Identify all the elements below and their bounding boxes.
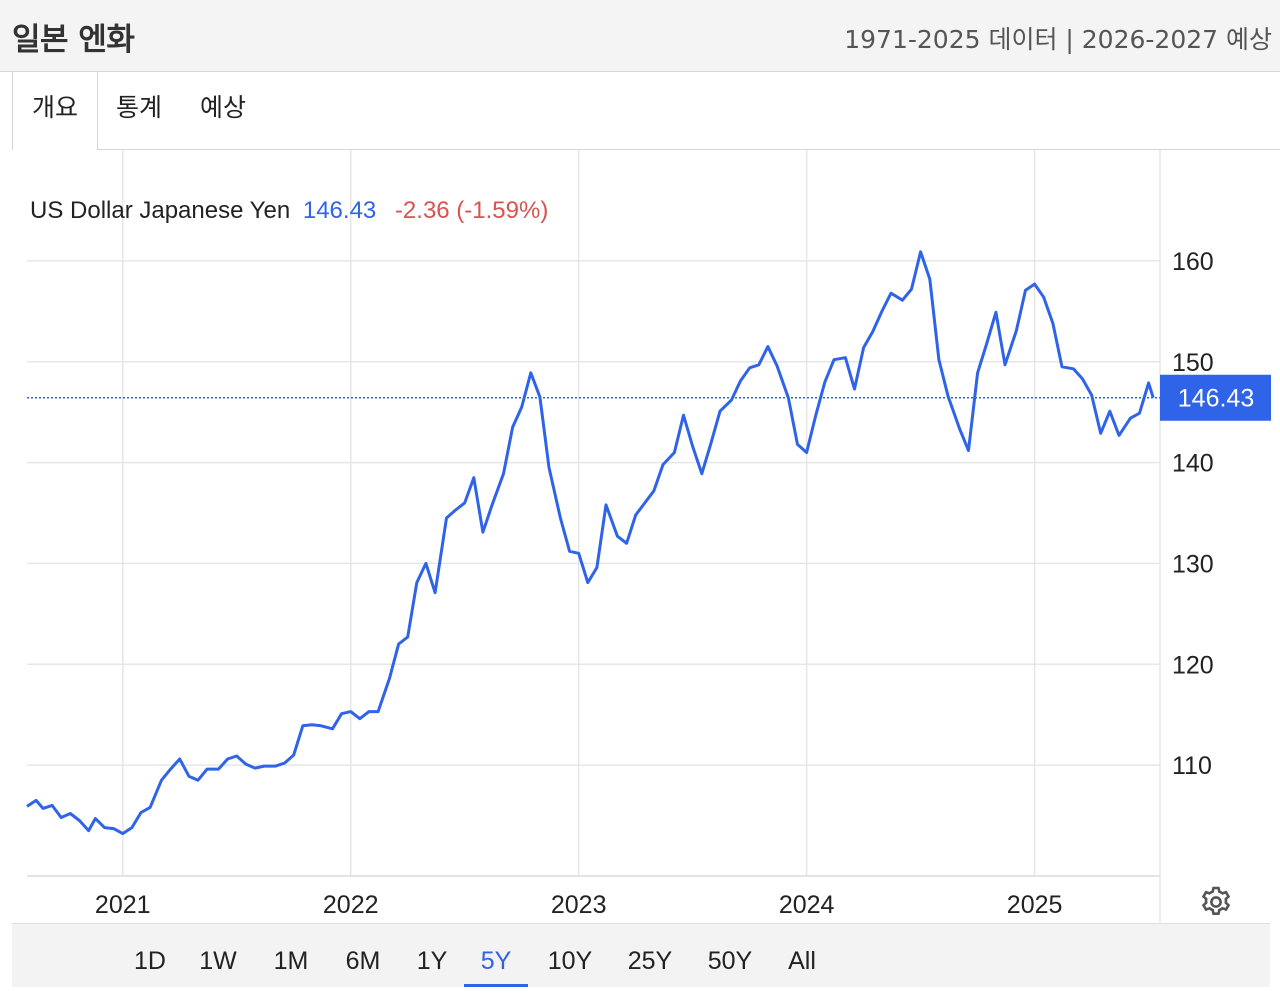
range-button-5y[interactable]: 5Y xyxy=(464,924,528,987)
y-tick-label: 130 xyxy=(1172,550,1214,578)
legend-last-value: 146.43 xyxy=(302,197,377,224)
y-tick-label: 150 xyxy=(1172,349,1214,377)
y-tick-label: 120 xyxy=(1172,651,1214,679)
x-tick-label: 2023 xyxy=(551,891,607,919)
range-button-10y[interactable]: 10Y xyxy=(547,947,593,975)
tab-statistics[interactable]: 통계 xyxy=(115,93,162,122)
header-bar: 일본 엔화 1971-2025 데이터 | 2026-2027 예상 xyxy=(0,0,1280,72)
series-line xyxy=(26,250,1155,836)
range-button-1m[interactable]: 1M xyxy=(273,947,309,975)
range-button-1w[interactable]: 1W xyxy=(199,947,237,975)
last-value-badge-label: 146.43 xyxy=(1178,385,1254,413)
tab-forecast[interactable]: 예상 xyxy=(199,93,246,122)
last-value-badge xyxy=(1160,374,1271,421)
chart-panel: 110 120 130 140 150 160 2021 2022 2023 2024 2025 14… xyxy=(12,150,1280,986)
x-tick-label: 2025 xyxy=(1007,891,1063,919)
legend-series-name: US Dollar Japanese Yen xyxy=(30,197,291,224)
gear-icon[interactable] xyxy=(1198,884,1234,920)
y-tick-label: 160 xyxy=(1172,248,1214,276)
range-selector: 1D 1W 1M 6M 1Y 5Y 10Y 25Y 50Y All xyxy=(12,923,1270,987)
data-range-info: 1971-2025 데이터 | 2026-2027 예상 xyxy=(844,25,1272,54)
page-title: 일본 엔화 xyxy=(12,22,135,58)
y-tick-label: 110 xyxy=(1172,752,1212,780)
range-button-6m[interactable]: 6M xyxy=(345,947,381,975)
x-tick-label: 2022 xyxy=(323,891,379,919)
tab-bar: 개요 통계 예상 xyxy=(12,72,1280,150)
x-tick-label: 2021 xyxy=(95,891,151,919)
tab-overview[interactable]: 개요 xyxy=(12,72,98,150)
y-tick-label: 140 xyxy=(1172,450,1214,478)
chart-legend: US Dollar Japanese Yen 146.43 -2.36 (-1.… xyxy=(30,197,548,225)
legend-change: -2.36 (-1.59%) xyxy=(394,197,549,224)
range-button-50y[interactable]: 50Y xyxy=(707,947,753,975)
range-button-1y[interactable]: 1Y xyxy=(416,947,448,975)
range-button-all[interactable]: All xyxy=(788,947,816,975)
x-tick-label: 2024 xyxy=(779,891,835,919)
range-button-25y[interactable]: 25Y xyxy=(627,947,673,975)
range-button-1d[interactable]: 1D xyxy=(134,947,166,975)
price-chart: 110 120 130 140 150 160 2021 2022 2023 2024 2025 14… xyxy=(26,150,1271,923)
